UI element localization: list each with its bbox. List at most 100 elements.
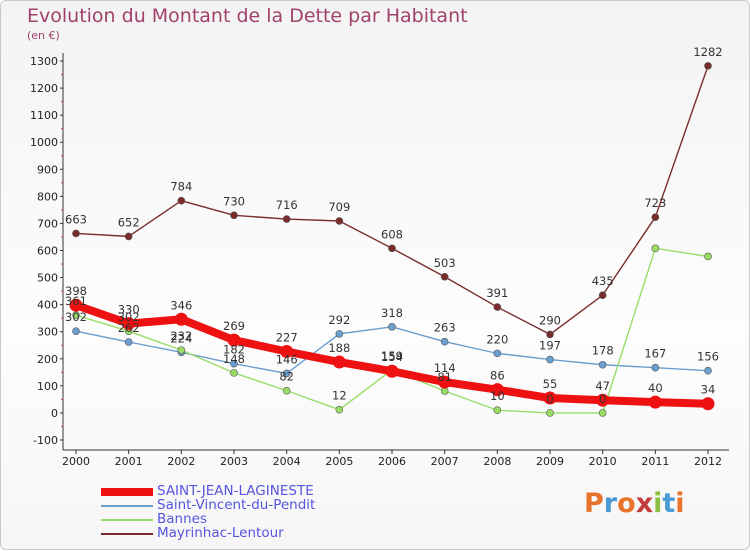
data-point-0 <box>227 333 241 347</box>
logo-letter: i <box>675 488 685 519</box>
chart-title: Evolution du Montant de la Dette par Hab… <box>27 5 468 27</box>
data-point-2 <box>493 406 502 415</box>
data-label: 391 <box>486 286 508 300</box>
data-point-1 <box>72 327 80 335</box>
data-point-3 <box>388 244 396 253</box>
data-point-2 <box>177 346 186 354</box>
data-point-0 <box>280 344 294 358</box>
x-tick-label: 2002 <box>167 455 195 468</box>
y-tick-label: 1300 <box>30 55 58 68</box>
legend-label: Mayrinhac-Lentour <box>157 525 284 541</box>
data-point-3 <box>546 330 554 339</box>
data-point-1 <box>388 323 396 331</box>
data-point-2 <box>282 386 291 395</box>
legend-swatch <box>101 519 153 521</box>
data-label: 730 <box>223 194 245 208</box>
data-point-3 <box>651 213 660 222</box>
data-label: 10 <box>490 389 505 403</box>
x-tick-label: 2010 <box>589 455 617 468</box>
legend-swatch <box>101 488 153 496</box>
data-label: 197 <box>539 339 561 353</box>
data-label: 1282 <box>693 45 722 59</box>
data-point-1 <box>598 360 607 369</box>
y-tick-label: 300 <box>37 326 58 339</box>
data-point-1 <box>335 330 344 338</box>
y-tick-label: 1100 <box>30 109 58 122</box>
data-point-2 <box>72 311 80 320</box>
data-label: 608 <box>381 227 403 241</box>
data-label: 652 <box>118 215 140 229</box>
data-point-2 <box>546 409 554 417</box>
data-label: 318 <box>381 306 403 320</box>
data-point-3 <box>440 272 449 281</box>
data-point-0 <box>332 355 346 369</box>
data-label: 302 <box>65 310 87 324</box>
x-tick-label: 2003 <box>220 455 248 468</box>
data-point-3 <box>493 303 502 311</box>
data-label: 723 <box>644 196 666 210</box>
series-line-3 <box>75 65 709 336</box>
data-label: 159 <box>381 349 403 363</box>
data-point-1 <box>440 337 449 346</box>
data-label: 716 <box>276 198 298 212</box>
data-point-0 <box>385 364 399 378</box>
logo-letter: x <box>635 488 654 519</box>
data-label: 302 <box>118 310 140 324</box>
data-point-3 <box>598 291 607 299</box>
x-tick-label: 2008 <box>483 455 511 468</box>
y-tick-label: 800 <box>37 190 58 203</box>
data-label: 503 <box>434 256 456 270</box>
y-tick-label: -100 <box>33 434 58 447</box>
data-point-0 <box>174 312 188 326</box>
legend-label: SAINT-JEAN-LAGINESTE <box>157 483 314 499</box>
data-label: 361 <box>65 294 87 308</box>
data-point-3 <box>177 196 186 205</box>
data-label: 178 <box>592 344 614 358</box>
data-point-1 <box>651 363 660 372</box>
data-label: 167 <box>644 347 666 361</box>
data-point-0 <box>543 391 557 405</box>
data-label: 12 <box>332 389 347 403</box>
data-label: 55 <box>543 377 558 391</box>
data-point-0 <box>438 375 452 389</box>
y-tick-label: 1000 <box>30 136 58 149</box>
legend-label: Saint-Vincent-du-Pendit <box>157 497 316 513</box>
data-point-0 <box>69 298 83 312</box>
data-point-3 <box>704 62 712 70</box>
data-point-0 <box>701 397 715 411</box>
data-label: 0 <box>599 392 606 406</box>
y-tick-label: 400 <box>37 299 58 312</box>
data-point-1 <box>230 359 238 368</box>
data-point-3 <box>124 232 133 241</box>
data-label: 182 <box>223 343 245 357</box>
data-label: 224 <box>170 331 192 345</box>
y-tick-label: 700 <box>37 217 58 230</box>
data-label: 398 <box>65 284 87 298</box>
x-tick-label: 2011 <box>641 455 669 468</box>
logo-letter: i <box>653 488 663 519</box>
x-tick-label: 2000 <box>62 455 90 468</box>
data-point-2 <box>598 409 607 417</box>
data-point-1 <box>546 355 554 364</box>
logo-letter: r <box>603 488 618 519</box>
data-label: 86 <box>490 369 505 383</box>
data-label: 709 <box>328 200 350 214</box>
data-point-1 <box>493 349 502 358</box>
data-label: 82 <box>279 370 294 384</box>
y-tick-label: 900 <box>37 163 58 176</box>
data-point-1 <box>124 338 133 346</box>
data-point-0 <box>490 383 504 397</box>
data-label: 269 <box>223 319 245 333</box>
data-label: 148 <box>223 352 245 366</box>
data-point-0 <box>122 317 136 331</box>
data-point-1 <box>704 366 712 375</box>
data-label: 227 <box>276 330 298 344</box>
y-tick-label: 500 <box>37 272 58 285</box>
data-point-3 <box>230 211 238 220</box>
data-label: 146 <box>276 352 298 366</box>
data-point-3 <box>335 217 344 225</box>
data-point-2 <box>651 244 660 253</box>
data-point-3 <box>282 215 291 223</box>
data-label: 156 <box>697 350 719 364</box>
